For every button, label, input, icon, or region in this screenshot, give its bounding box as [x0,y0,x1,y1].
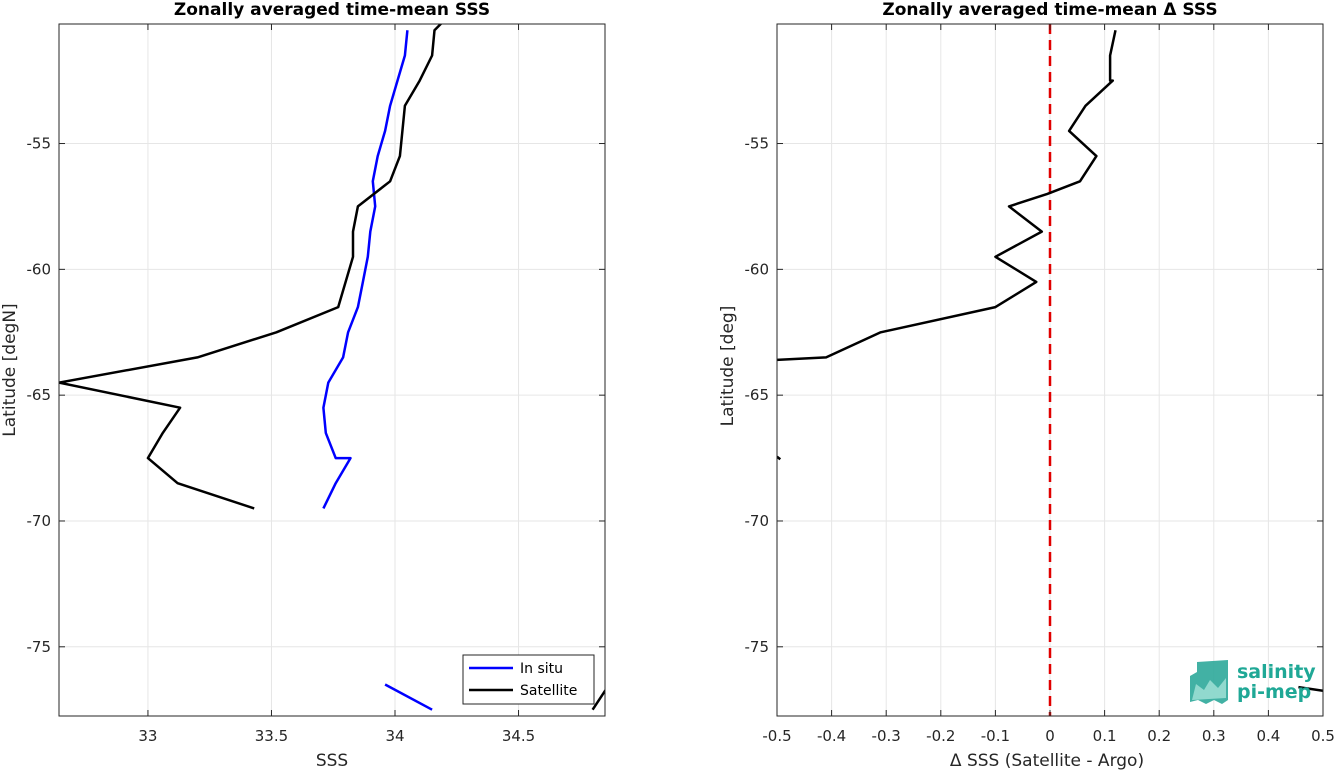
right-x-tick-label: -0.5 [762,727,791,745]
right-x-tick-label: 0.1 [1093,727,1117,745]
right-series [777,30,1323,693]
left-y-tick-label: -65 [27,386,52,404]
left-y-tick-label: -55 [27,135,52,153]
right-series-clip [777,30,1323,693]
right-x-tick-label: -0.3 [872,727,901,745]
right-x-tick-label: 0 [1045,727,1055,745]
left-series-line-satellite [591,688,605,711]
left-x-tick-label: 34.5 [502,727,535,745]
right-series-line-series-0 [777,30,1117,362]
right-x-tick-label: 0.5 [1311,727,1335,745]
right-y-tick-label: -60 [745,260,770,278]
right-series-line-series-0 [777,455,782,461]
right-series-line-series-0 [1298,685,1323,693]
right-x-tick-label: 0.3 [1202,727,1226,745]
left-ticks: 33 33.5 34 34.5 -75 -70 -65 -60 -55 [27,24,605,745]
left-grid [59,24,605,716]
left-series-clip [59,24,605,711]
left-series-line-in-situ [384,683,433,711]
salinity-pi-mep-logo: salinity pi-mep [1190,660,1316,704]
left-x-tick-label: 33.5 [255,727,288,745]
right-x-tick-label: -0.4 [817,727,846,745]
left-series-line-satellite [59,24,443,510]
right-y-tick-label: -70 [745,512,770,530]
left-y-tick-label: -70 [27,512,52,530]
left-series [59,24,605,711]
right-ticks: -0.5 -0.4 -0.3 -0.2 -0.1 0 0.1 0.2 0.3 0.4 0.5 -75 -… [745,24,1335,745]
legend-label-satellite: Satellite [520,683,577,699]
left-plot-area [59,24,605,716]
right-x-axis-label: Δ SSS (Satellite - Argo) [950,751,1144,770]
left-y-axis-label: Latitude [degN] [0,303,20,436]
right-panel-delta-sss: -0.5 -0.4 -0.3 -0.2 -0.1 0 0.1 0.2 0.3 0.4 0.5 -75 -… [718,0,1335,770]
logo-text-salinity: salinity [1237,661,1316,683]
legend-label-in-situ: In situ [520,661,563,677]
right-y-axis-label: Latitude [deg] [718,306,738,427]
right-y-tick-label: -65 [745,386,770,404]
logo-text-pi-mep: pi-mep [1237,681,1311,703]
logo-wave-icon-highlight [1192,678,1226,700]
left-plot-frame [58,23,606,717]
left-y-tick-label: -75 [27,638,52,656]
left-x-axis-label: SSS [316,751,348,770]
right-x-tick-label: -0.1 [981,727,1010,745]
left-x-tick-label: 34 [385,727,404,745]
right-grid [776,24,1324,716]
left-series-line-in-situ [322,30,409,509]
right-y-tick-label: -55 [745,135,770,153]
right-x-tick-label: -0.2 [926,727,955,745]
legend: In situ Satellite [462,654,595,705]
right-x-tick-label: 0.4 [1256,727,1280,745]
right-chart-title: Zonally averaged time-mean Δ SSS [882,0,1217,20]
right-y-tick-label: -75 [745,638,770,656]
left-chart-title: Zonally averaged time-mean SSS [174,0,490,20]
left-x-tick-label: 33 [138,727,157,745]
left-panel-sss: 33 33.5 34 34.5 -75 -70 -65 -60 -55 Zonally aver… [0,0,606,770]
left-y-tick-label: -60 [27,260,52,278]
legend-box [462,654,595,705]
right-x-tick-label: 0.2 [1147,727,1171,745]
